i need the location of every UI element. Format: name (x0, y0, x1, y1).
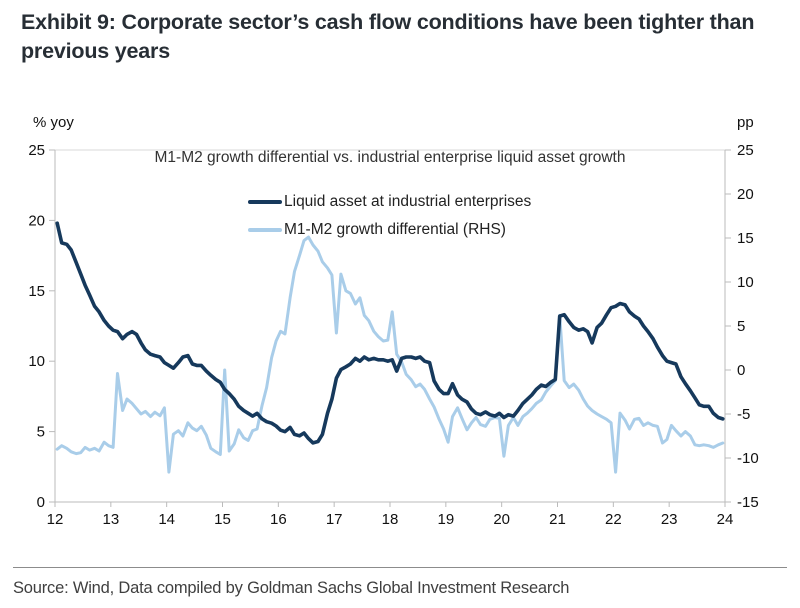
chart-legend: Liquid asset at industrial enterprises M… (248, 192, 531, 248)
source-note: Source: Wind, Data compiled by Goldman S… (13, 579, 570, 597)
legend-label-m1-m2: M1-M2 growth differential (RHS) (284, 221, 506, 238)
right-axis-unit-label: pp (737, 114, 754, 131)
right-axis-tick-label: -5 (737, 406, 750, 423)
x-axis-tick-label: 21 (549, 511, 566, 528)
source-divider (13, 567, 787, 568)
x-axis-tick-label: 18 (382, 511, 399, 528)
left-axis-tick-label: 0 (37, 494, 45, 511)
x-axis-tick-label: 17 (326, 511, 343, 528)
x-axis-tick-label: 16 (270, 511, 287, 528)
legend-item-m1-m2: M1-M2 growth differential (RHS) (248, 220, 531, 240)
left-axis-unit-label: % yoy (33, 114, 74, 131)
x-axis-tick-label: 22 (605, 511, 622, 528)
x-axis-tick-label: 14 (158, 511, 175, 528)
right-axis-tick-label: 0 (737, 362, 745, 379)
left-axis-tick-label: 20 (28, 212, 45, 229)
right-axis-tick-label: 15 (737, 230, 754, 247)
chart-title: M1-M2 growth differential vs. industrial… (154, 149, 626, 166)
navy-line-swatch-icon (248, 199, 282, 205)
x-axis-tick-label: 24 (717, 511, 734, 528)
x-axis-tick-label: 15 (214, 511, 231, 528)
x-axis-tick-label: 13 (102, 511, 119, 528)
x-axis-tick-label: 23 (661, 511, 678, 528)
left-axis-tick-label: 10 (28, 353, 45, 370)
series-line-m1-m2-differential (55, 235, 725, 474)
x-axis-tick-label: 19 (437, 511, 454, 528)
series-line-liquid-asset (55, 221, 725, 445)
right-axis-tick-label: -10 (737, 450, 759, 467)
left-axis-tick-label: 15 (28, 283, 45, 300)
legend-label-liquid-asset: Liquid asset at industrial enterprises (284, 193, 532, 210)
right-axis-tick-label: 20 (737, 186, 754, 203)
right-axis-tick-label: -15 (737, 494, 759, 511)
right-axis-tick-label: 5 (737, 318, 745, 335)
x-axis-tick-label: 12 (47, 511, 64, 528)
chart-plot-area: 0 5 10 15 20 25 -15 -10 -5 0 5 10 15 20 25 12 13 14 15 16 17… (28, 142, 759, 528)
x-axis-tick-label: 20 (493, 511, 510, 528)
light-blue-line-swatch-icon (248, 228, 282, 232)
right-axis-tick-label: 25 (737, 142, 754, 159)
left-axis-tick-label: 25 (28, 142, 45, 159)
right-axis-tick-label: 10 (737, 274, 754, 291)
legend-item-liquid-asset: Liquid asset at industrial enterprises (248, 192, 531, 212)
page-title: Exhibit 9: Corporate sector’s cash flow … (21, 10, 755, 63)
left-axis-tick-label: 5 (37, 424, 45, 441)
